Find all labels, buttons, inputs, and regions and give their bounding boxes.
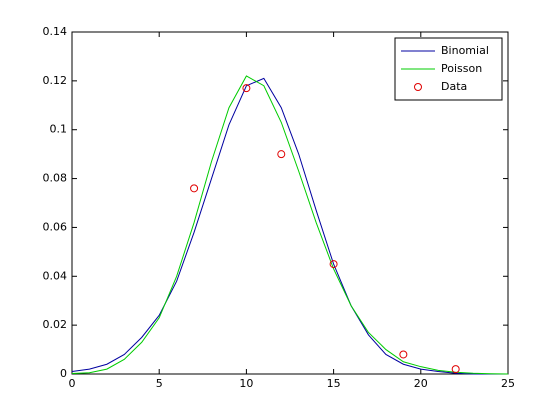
- legend-label: Poisson: [441, 62, 482, 75]
- x-tick-label: 25: [501, 377, 515, 390]
- x-tick-label: 5: [156, 377, 163, 390]
- series-line: [71, 75, 509, 375]
- x-tick-label: 0: [69, 377, 76, 390]
- data-point: [277, 150, 286, 159]
- series-line: [71, 77, 508, 375]
- x-tick-label: 20: [414, 377, 428, 390]
- x-tick-label: 10: [239, 377, 253, 390]
- x-tick-label: 15: [327, 377, 341, 390]
- data-point: [399, 350, 408, 359]
- y-tick-label: 0.04: [43, 269, 68, 282]
- legend-label: Data: [441, 80, 467, 93]
- y-tick-label: 0.12: [43, 74, 68, 87]
- data-point: [242, 84, 251, 93]
- data-point: [190, 184, 199, 193]
- data-point: [451, 365, 460, 374]
- y-tick-label: 0.02: [43, 318, 68, 331]
- legend-marker: [414, 83, 422, 91]
- y-tick-label: 0.1: [50, 123, 68, 136]
- y-tick-label: 0.14: [43, 25, 68, 38]
- y-tick-label: 0.06: [43, 220, 68, 233]
- y-tick-label: 0: [60, 367, 67, 380]
- data-point: [329, 260, 338, 269]
- y-tick-label: 0.08: [43, 172, 68, 185]
- legend-label: Binomial: [441, 44, 489, 57]
